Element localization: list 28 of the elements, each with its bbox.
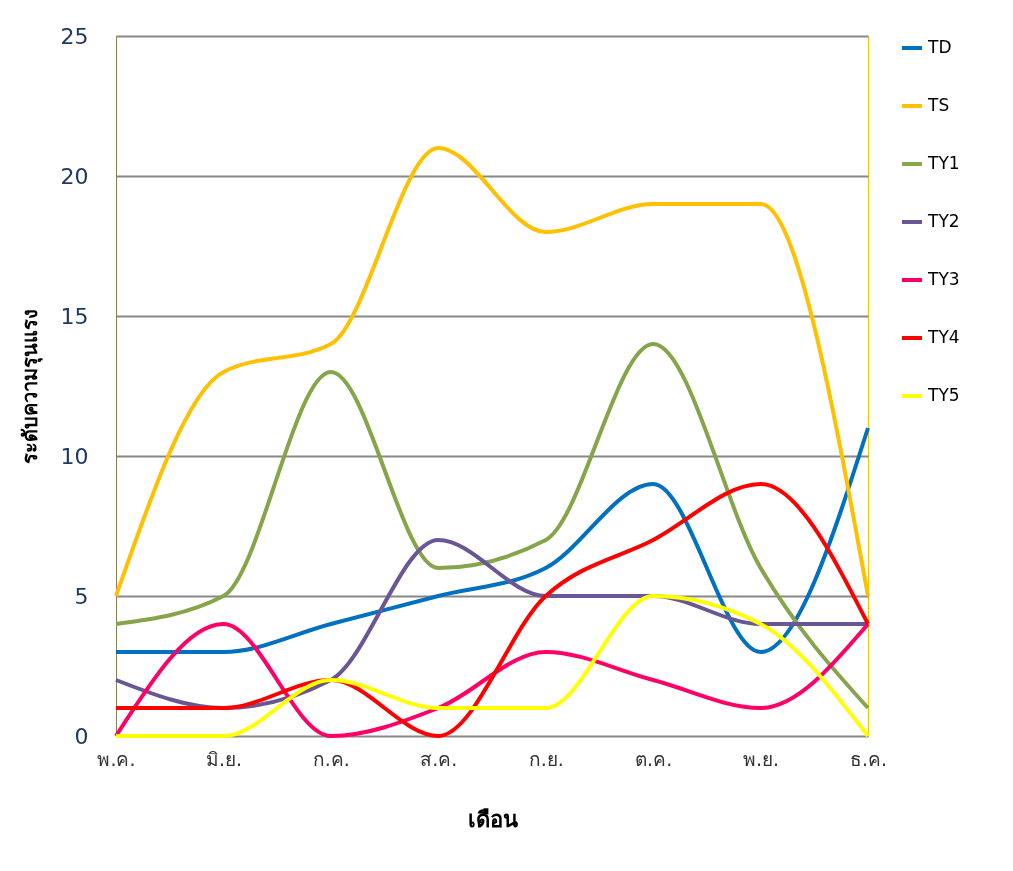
line-series — [114, 622, 870, 738]
y-tick-label: 10 — [60, 443, 89, 469]
y-tick-label: 0 — [74, 723, 89, 749]
legend-label: TY5 — [927, 385, 960, 405]
y-tick-label: 5 — [74, 583, 89, 609]
line-series — [114, 482, 870, 738]
line-series — [114, 594, 870, 738]
y-tick-label: 15 — [60, 303, 89, 329]
x-axis-title: เดือน — [467, 806, 518, 832]
x-tick-label: มิ.ย. — [205, 747, 242, 770]
x-tick-label: ก.ค. — [312, 747, 350, 770]
line-series — [114, 342, 870, 710]
x-tick-label: พ.ย. — [743, 747, 780, 770]
x-tick-label: ธ.ค. — [849, 747, 888, 770]
y-tick-label: 25 — [60, 23, 89, 49]
x-tick-label: พ.ค. — [97, 747, 136, 770]
legend-label: TY1 — [927, 153, 960, 173]
y-tick-label: 20 — [60, 163, 89, 189]
legend-label: TY4 — [927, 327, 960, 347]
legend-label: TY3 — [927, 269, 960, 289]
line-series — [114, 426, 870, 654]
x-tick-label: ส.ค. — [420, 747, 458, 770]
legend-label: TD — [927, 37, 952, 57]
legend-label: TS — [927, 95, 950, 115]
x-tick-label: ต.ค. — [635, 747, 673, 770]
legend-label: TY2 — [927, 211, 960, 231]
y-axis-title: ระดับความรุนแรง — [17, 309, 43, 464]
x-tick-label: ก.ย. — [528, 747, 564, 770]
